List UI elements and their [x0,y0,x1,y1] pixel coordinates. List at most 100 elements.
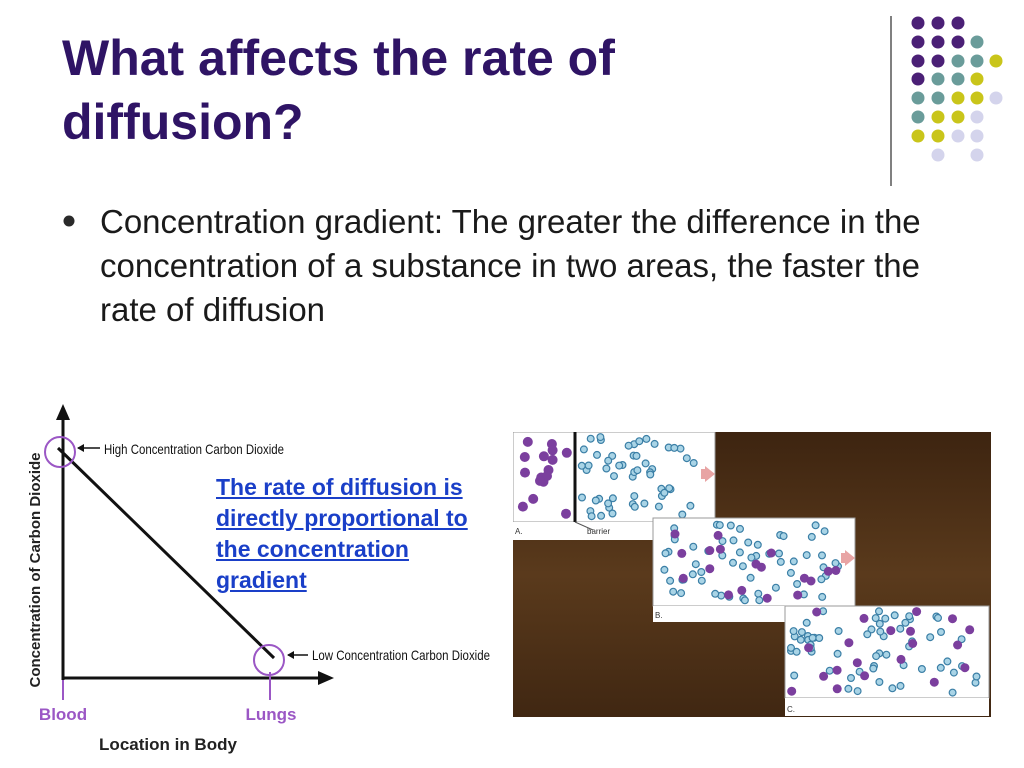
solute-molecule [542,471,552,481]
solvent-molecule [608,494,617,503]
proportional-gradient-link[interactable]: The rate of diffusion is directly propor… [216,474,468,593]
solvent-molecule [597,511,606,520]
solute-molecule [766,548,776,558]
panel-a: A. barrier [513,432,716,540]
solute-molecule [538,451,549,462]
arrow-b-to-c [845,550,855,566]
solvent-molecule [755,596,764,605]
solvent-molecule [831,559,840,568]
solvent-molecule [577,493,586,502]
solvent-molecule [825,666,834,675]
y-axis-label: Concentration of Carbon Dioxide [27,452,44,687]
solvent-molecule [786,568,795,577]
solute-molecule [547,454,558,465]
panel-c-label: C. [787,705,795,714]
solvent-molecule [642,434,651,443]
solvent-molecule [688,570,697,579]
x-axis-label: Location in Body [99,735,237,754]
solute-molecule [522,436,533,447]
solvent-molecule [689,542,698,551]
solvent-molecule [771,583,780,592]
solvent-molecule [747,553,756,562]
solvent-molecule [775,549,784,558]
solvent-molecule [715,521,724,530]
decorative-divider [890,16,892,186]
solvent-molecule [660,488,669,497]
solvent-molecule [802,618,811,627]
solute-molecule [528,493,539,504]
solvent-molecule [738,562,747,571]
solvent-molecule [789,627,798,636]
slide-title: What affects the rate of diffusion? [62,30,615,150]
solvent-molecule [811,521,820,530]
solute-molecule [906,626,915,636]
solvent-molecule [729,536,738,545]
solute-molecule [705,564,715,574]
x-tick-lungs: Lungs [246,705,297,724]
solvent-molecule [818,592,827,601]
solute-molecule [832,665,842,675]
solvent-molecule [591,496,600,505]
solute-molecule [751,559,761,569]
solvent-molecule [689,459,698,468]
solute-molecule [953,640,963,650]
solute-molecule [965,625,975,635]
solvent-molecule [869,664,878,673]
solute-molecule [705,546,715,555]
solvent-molecule [882,650,891,659]
solute-molecule [561,447,572,458]
solute-molecule [787,686,797,696]
solvent-molecule [875,619,884,628]
solvent-molecule [624,441,633,450]
solute-molecule [520,467,530,478]
solute-molecule [859,613,869,623]
solute-molecule [715,544,725,554]
solvent-molecule [604,456,613,465]
y-axis-arrow [56,404,70,420]
solute-molecule [762,593,772,603]
solvent-molecule [677,589,686,598]
solute-molecule [908,639,918,648]
solvent-molecule [972,672,981,681]
solvent-molecule [661,549,670,558]
low-callout-arrowhead [287,651,294,659]
solute-molecule [852,658,862,668]
solvent-molecule [650,439,659,448]
solute-molecule [547,445,558,456]
solvent-molecule [641,459,650,468]
solute-molecule [960,663,970,673]
solvent-molecule [754,589,763,598]
low-point-marker [253,644,285,676]
solvent-molecule [818,551,827,560]
solvent-molecule [654,502,663,511]
solvent-molecule [682,454,691,463]
solvent-molecule [577,461,586,470]
solvent-molecule [665,484,674,493]
solvent-molecule [736,524,745,533]
high-point-marker [44,436,76,468]
solvent-molecule [863,630,872,639]
solute-molecule [737,585,747,595]
x-axis-arrow [318,671,334,685]
solvent-molecule [896,624,905,633]
concentration-graph: Concentration of Carbon Dioxide High Con… [20,370,500,760]
solvent-molecule [587,512,596,521]
solvent-molecule [796,635,805,644]
solute-molecule [948,614,957,624]
high-callout-arrowhead [77,444,84,452]
solute-molecule [844,638,854,648]
solvent-molecule [817,575,826,584]
solute-molecule [823,566,833,576]
solvent-molecule [691,560,700,569]
solvent-molecule [957,635,966,644]
solvent-molecule [729,558,738,567]
solvent-molecule [608,509,617,518]
solvent-molecule [697,576,706,585]
solute-molecule [812,607,822,617]
solvent-molecule [875,607,884,616]
arrow-a-to-b [705,466,715,482]
solvent-molecule [586,434,595,443]
solute-molecule [519,452,530,462]
low-concentration-label: Low Concentration Carbon Dioxide [312,647,490,663]
solvent-molecule [579,445,588,454]
